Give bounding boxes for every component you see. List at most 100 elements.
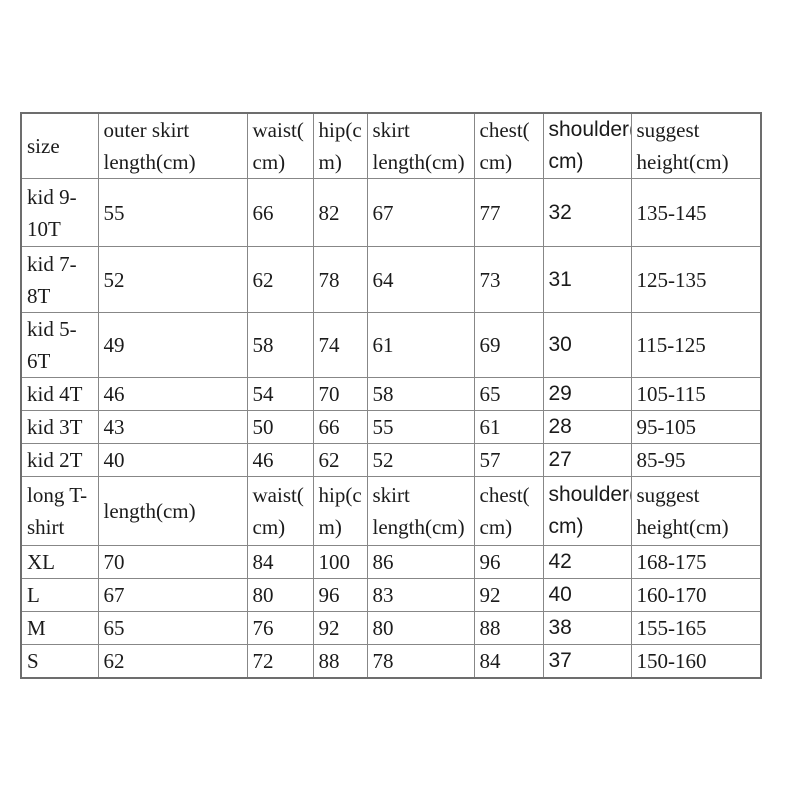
size-cell: M xyxy=(20,611,99,645)
length-cell: 43 xyxy=(97,410,248,444)
suggest-height-cell: 160-170 xyxy=(630,578,762,612)
row-m: M 65 76 92 80 88 38 155-165 xyxy=(20,611,762,645)
shoulder-cell: 28 xyxy=(542,410,632,444)
suggest-height-cell: 115-125 xyxy=(630,312,762,378)
chest-cell: 61 xyxy=(473,410,544,444)
hip-cell: 78 xyxy=(312,246,368,313)
tshirt-col-header-length: length(cm) xyxy=(97,476,248,546)
skirt-length-cell: 80 xyxy=(366,611,475,645)
waist-cell: 58 xyxy=(246,312,314,378)
length-cell: 49 xyxy=(97,312,248,378)
size-cell: L xyxy=(20,578,99,612)
suggest-height-cell: 150-160 xyxy=(630,644,762,679)
chest-cell: 92 xyxy=(473,578,544,612)
shoulder-cell: 37 xyxy=(542,644,632,679)
skirt-length-cell: 55 xyxy=(366,410,475,444)
shoulder-cell: 32 xyxy=(542,178,632,247)
length-cell: 52 xyxy=(97,246,248,313)
suggest-height-cell: 135-145 xyxy=(630,178,762,247)
shoulder-cell: 30 xyxy=(542,312,632,378)
waist-cell: 66 xyxy=(246,178,314,247)
skirt-length-cell: 67 xyxy=(366,178,475,247)
hip-cell: 62 xyxy=(312,443,368,477)
suggest-height-cell: 155-165 xyxy=(630,611,762,645)
row-kid-7-8t: kid 7- 8T 52 62 78 64 73 31 125-135 xyxy=(20,246,762,313)
tshirt-col-header-hip: hip(c m) xyxy=(312,476,368,546)
waist-cell: 46 xyxy=(246,443,314,477)
chest-cell: 96 xyxy=(473,545,544,579)
shoulder-cell: 42 xyxy=(542,545,632,579)
size-cell: kid 5- 6T xyxy=(20,312,99,378)
skirt-header-row: size outer skirt length(cm) waist( cm) h… xyxy=(20,112,762,179)
skirt-length-cell: 58 xyxy=(366,377,475,411)
size-chart-table: size outer skirt length(cm) waist( cm) h… xyxy=(20,112,762,679)
col-header-skirt-length: skirt length(cm) xyxy=(366,112,475,179)
col-header-waist: waist( cm) xyxy=(246,112,314,179)
length-cell: 70 xyxy=(97,545,248,579)
row-kid-9-10t: kid 9- 10T 55 66 82 67 77 32 135-145 xyxy=(20,178,762,247)
suggest-height-cell: 125-135 xyxy=(630,246,762,313)
skirt-length-cell: 78 xyxy=(366,644,475,679)
row-kid-2t: kid 2T 40 46 62 52 57 27 85-95 xyxy=(20,443,762,477)
waist-cell: 72 xyxy=(246,644,314,679)
size-cell: kid 9- 10T xyxy=(20,178,99,247)
hip-cell: 96 xyxy=(312,578,368,612)
length-cell: 55 xyxy=(97,178,248,247)
size-cell: S xyxy=(20,644,99,679)
chest-cell: 65 xyxy=(473,377,544,411)
row-kid-4t: kid 4T 46 54 70 58 65 29 105-115 xyxy=(20,377,762,411)
col-header-chest: chest( cm) xyxy=(473,112,544,179)
size-cell: kid 7- 8T xyxy=(20,246,99,313)
size-cell: kid 2T xyxy=(20,443,99,477)
waist-cell: 50 xyxy=(246,410,314,444)
suggest-height-cell: 95-105 xyxy=(630,410,762,444)
hip-cell: 92 xyxy=(312,611,368,645)
row-kid-3t: kid 3T 43 50 66 55 61 28 95-105 xyxy=(20,410,762,444)
waist-cell: 80 xyxy=(246,578,314,612)
chest-cell: 69 xyxy=(473,312,544,378)
shoulder-cell: 38 xyxy=(542,611,632,645)
length-cell: 67 xyxy=(97,578,248,612)
hip-cell: 100 xyxy=(312,545,368,579)
size-cell: kid 3T xyxy=(20,410,99,444)
col-header-size: size xyxy=(20,112,99,179)
skirt-length-cell: 86 xyxy=(366,545,475,579)
col-header-suggest-height: suggest height(cm) xyxy=(630,112,762,179)
hip-cell: 70 xyxy=(312,377,368,411)
row-l: L 67 80 96 83 92 40 160-170 xyxy=(20,578,762,612)
row-xl: XL 70 84 100 86 96 42 168-175 xyxy=(20,545,762,579)
length-cell: 65 xyxy=(97,611,248,645)
suggest-height-cell: 168-175 xyxy=(630,545,762,579)
tshirt-col-header-size: long T- shirt xyxy=(20,476,99,546)
tshirt-col-header-suggest-height: suggest height(cm) xyxy=(630,476,762,546)
col-header-hip: hip(c m) xyxy=(312,112,368,179)
suggest-height-cell: 105-115 xyxy=(630,377,762,411)
skirt-length-cell: 61 xyxy=(366,312,475,378)
shoulder-cell: 40 xyxy=(542,578,632,612)
col-header-outer-skirt-length: outer skirt length(cm) xyxy=(97,112,248,179)
waist-cell: 62 xyxy=(246,246,314,313)
suggest-height-cell: 85-95 xyxy=(630,443,762,477)
waist-cell: 76 xyxy=(246,611,314,645)
tshirt-col-header-chest: chest( cm) xyxy=(473,476,544,546)
waist-cell: 84 xyxy=(246,545,314,579)
shoulder-cell: 31 xyxy=(542,246,632,313)
shoulder-cell: 29 xyxy=(542,377,632,411)
hip-cell: 82 xyxy=(312,178,368,247)
length-cell: 46 xyxy=(97,377,248,411)
size-cell: XL xyxy=(20,545,99,579)
row-s: S 62 72 88 78 84 37 150-160 xyxy=(20,644,762,679)
hip-cell: 74 xyxy=(312,312,368,378)
shoulder-cell: 27 xyxy=(542,443,632,477)
chest-cell: 88 xyxy=(473,611,544,645)
col-header-shoulder: shoulder( cm) xyxy=(542,112,632,179)
chest-cell: 57 xyxy=(473,443,544,477)
tshirt-col-header-waist: waist( cm) xyxy=(246,476,314,546)
row-kid-5-6t: kid 5- 6T 49 58 74 61 69 30 115-125 xyxy=(20,312,762,378)
chest-cell: 73 xyxy=(473,246,544,313)
tshirt-col-header-shoulder: shoulder( cm) xyxy=(542,476,632,546)
skirt-length-cell: 52 xyxy=(366,443,475,477)
chest-cell: 84 xyxy=(473,644,544,679)
skirt-length-cell: 83 xyxy=(366,578,475,612)
